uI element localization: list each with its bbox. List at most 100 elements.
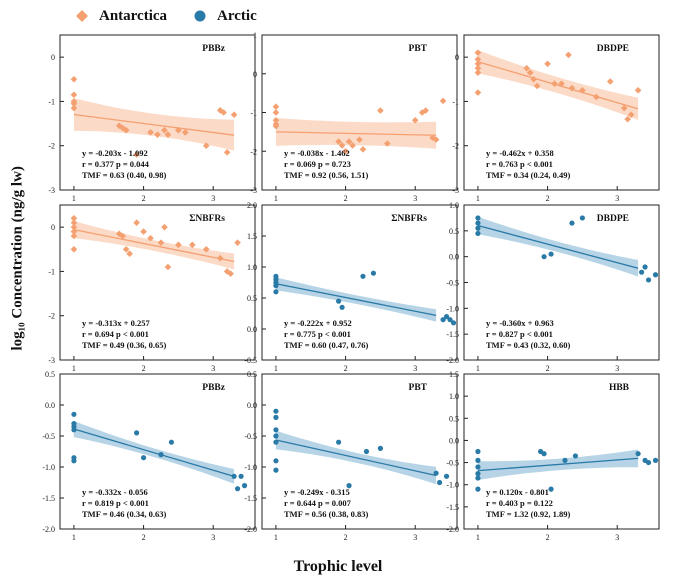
data-point — [273, 414, 279, 420]
x-tick-label: 1 — [274, 194, 278, 203]
y-tick-label: 0.5 — [247, 294, 257, 303]
data-point — [134, 430, 140, 436]
data-point — [652, 457, 659, 463]
data-point — [70, 232, 78, 240]
data-point — [335, 138, 342, 145]
data-point — [272, 116, 280, 124]
data-point — [579, 215, 585, 221]
data-point — [572, 453, 579, 459]
data-point — [377, 445, 383, 451]
y-tick-label: 1 — [253, 31, 257, 40]
y-tick-label: -1 — [452, 97, 459, 106]
x-axis-label: Trophic level — [293, 558, 383, 575]
stats-annotation: y = -0.249x - 0.315 — [284, 487, 350, 497]
stats-annotation: r = 0.775 p < 0.001 — [284, 329, 351, 339]
data-point — [475, 225, 481, 231]
y-tick-label: 0.0 — [449, 436, 459, 445]
data-point — [216, 106, 224, 114]
diamond-marker-icon — [76, 10, 88, 22]
y-tick-label: -1.5 — [42, 494, 55, 503]
plot-frame — [59, 34, 256, 191]
data-point — [530, 75, 537, 83]
data-point — [147, 129, 154, 136]
x-tick-label: 2 — [142, 533, 146, 542]
stats-annotation: TMF = 0.63 (0.40, 0.98) — [82, 170, 166, 180]
x-tick-label: 2 — [344, 364, 348, 373]
data-point — [115, 122, 123, 130]
y-tick-label: -0.5 — [42, 432, 55, 441]
data-point — [474, 56, 482, 63]
panel-arctic-sigma-nbfrs: 2.0 1.5 1.0 0.5 0.0 -0.5 1 2 3 ΣNBFRs y = -0.222x … — [244, 201, 458, 373]
data-point — [652, 272, 659, 278]
data-point — [558, 80, 565, 88]
x-tick-label: 2 — [546, 364, 550, 373]
y-tick-label: -1 — [48, 97, 55, 106]
stats-annotation: y = -0.360x + 0.963 — [486, 318, 554, 328]
stats-annotation: y = -0.222x + 0.952 — [284, 318, 352, 328]
stats-annotation: TMF = 0.92 (0.56, 1.51) — [284, 170, 368, 180]
data-point — [638, 269, 645, 275]
y-tick-label: -2 — [250, 147, 257, 156]
data-point — [126, 250, 133, 258]
data-point — [273, 283, 279, 289]
panel-title: PBBz — [202, 383, 225, 393]
regression-line — [477, 457, 639, 472]
y-tick-label: 1.0 — [247, 263, 257, 272]
stats-annotation: r = 0.763 p < 0.001 — [486, 159, 553, 169]
data-point — [356, 136, 363, 143]
data-point — [620, 104, 628, 112]
data-point — [433, 470, 439, 476]
y-tick-label: 0.5 — [449, 414, 459, 423]
data-point — [422, 107, 429, 114]
x-tick-label: 3 — [413, 364, 417, 373]
data-point — [562, 457, 568, 463]
y-tick-label: -2 — [452, 142, 459, 151]
y-tick-label: 0 — [253, 70, 257, 79]
data-point — [231, 473, 237, 479]
data-point — [475, 486, 481, 492]
data-point — [474, 60, 482, 68]
data-point — [273, 467, 279, 473]
data-point — [71, 427, 77, 433]
data-point — [234, 486, 241, 492]
y-tick-label: -3 — [48, 186, 55, 195]
x-tick-label: 2 — [344, 194, 348, 203]
data-point — [606, 78, 614, 85]
panel-arctic-pbt: 0.5 0.0 -0.5 -1.0 -1.5 -2.0 1 2 3 PBT y = -0.249x … — [244, 370, 458, 542]
stats-annotation: y = -0.203x - 1.092 — [82, 148, 148, 158]
y-tick-label: -0.5 — [446, 279, 459, 288]
y-tick-label: -2.0 — [244, 525, 257, 534]
data-point — [544, 60, 551, 68]
y-tick-label: -2.0 — [446, 356, 459, 365]
data-point — [474, 49, 482, 57]
data-point — [432, 136, 440, 143]
data-point — [272, 109, 280, 116]
regression-line — [73, 428, 235, 478]
legend-label-arctic: Arctic — [217, 7, 257, 24]
data-point — [474, 69, 482, 76]
data-point — [227, 270, 234, 277]
data-point — [541, 451, 547, 457]
data-point — [273, 408, 279, 414]
stats-annotation: r = 0.644 p = 0.007 — [284, 498, 352, 508]
data-point — [593, 93, 600, 101]
data-point — [627, 111, 635, 119]
panel-title: ΣNBFRs — [189, 214, 225, 224]
y-tick-label: -2.0 — [446, 525, 459, 534]
y-tick-label: -1.5 — [446, 330, 459, 339]
data-point — [273, 427, 279, 433]
data-point — [202, 142, 210, 150]
x-tick-label: 1 — [72, 194, 76, 203]
stats-annotation: y = -0.462x + 0.358 — [486, 148, 554, 158]
legend-item-antarctica: Antarctica — [75, 8, 167, 25]
data-point — [349, 142, 356, 149]
x-tick-label: 1 — [476, 364, 480, 373]
data-point — [223, 149, 231, 156]
data-point — [360, 273, 366, 279]
y-tick-label: -1 — [48, 267, 55, 276]
data-point — [216, 254, 224, 262]
data-point — [443, 473, 450, 479]
regression-line — [73, 113, 235, 136]
